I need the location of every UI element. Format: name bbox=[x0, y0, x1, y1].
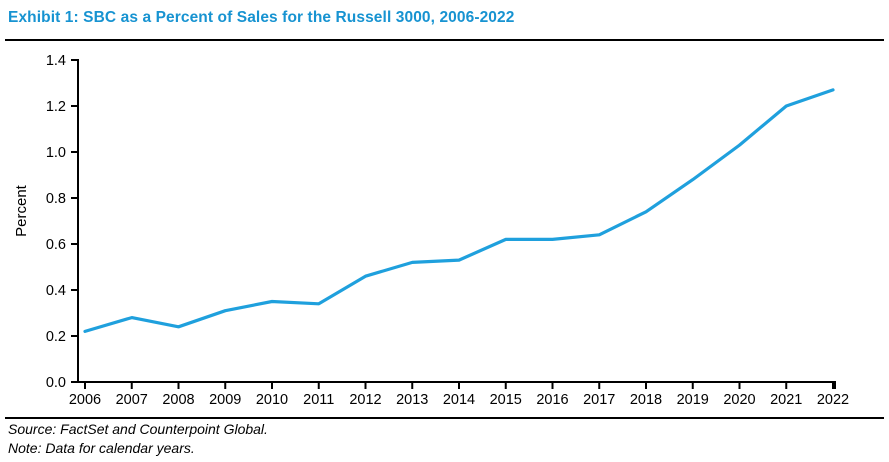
x-axis-tick-label: 2015 bbox=[490, 392, 522, 408]
x-axis-tick-label: 2017 bbox=[583, 392, 615, 408]
x-axis-tick-label: 2020 bbox=[723, 392, 755, 408]
y-axis-tick-label: 1.4 bbox=[46, 53, 66, 69]
x-axis-tick-label: 2012 bbox=[349, 392, 381, 408]
y-axis-tick-label: 0.6 bbox=[46, 237, 66, 253]
x-axis-tick-label: 2021 bbox=[770, 392, 802, 408]
x-axis-tick-label: 2006 bbox=[69, 392, 101, 408]
x-axis-tick-label: 2007 bbox=[116, 392, 148, 408]
x-axis-tick-label: 2009 bbox=[209, 392, 241, 408]
y-axis-tick-label: 0.2 bbox=[46, 329, 66, 345]
source-note: Source: FactSet and Counterpoint Global. bbox=[8, 421, 268, 437]
x-axis-tick-label: 2008 bbox=[162, 392, 194, 408]
exhibit-title: Exhibit 1: SBC as a Percent of Sales for… bbox=[8, 9, 515, 26]
footer-divider-rule bbox=[5, 417, 884, 419]
x-axis-tick-label: 2016 bbox=[536, 392, 568, 408]
x-axis-tick-label: 2019 bbox=[677, 392, 709, 408]
x-axis-tick-label: 2014 bbox=[443, 392, 475, 408]
sbc-percent-of-sales-line bbox=[83, 88, 835, 333]
x-axis-tick-label: 2013 bbox=[396, 392, 428, 408]
x-axis-tick-label: 2010 bbox=[256, 392, 288, 408]
calendar-note: Note: Data for calendar years. bbox=[8, 440, 195, 456]
x-axis-tick-label: 2018 bbox=[630, 392, 662, 408]
x-axis-tick-label: 2022 bbox=[817, 392, 849, 408]
y-axis-title: Percent bbox=[13, 184, 30, 237]
x-axis-tick-label: 2011 bbox=[303, 392, 334, 408]
y-axis-tick-label: 1.0 bbox=[46, 145, 66, 161]
y-axis-tick-label: 1.2 bbox=[46, 99, 66, 115]
y-axis-tick-label: 0.8 bbox=[46, 191, 66, 207]
y-axis-tick-label: 0.4 bbox=[46, 283, 66, 299]
title-divider-rule bbox=[5, 39, 884, 41]
y-axis-tick-label: 0.0 bbox=[46, 375, 66, 391]
